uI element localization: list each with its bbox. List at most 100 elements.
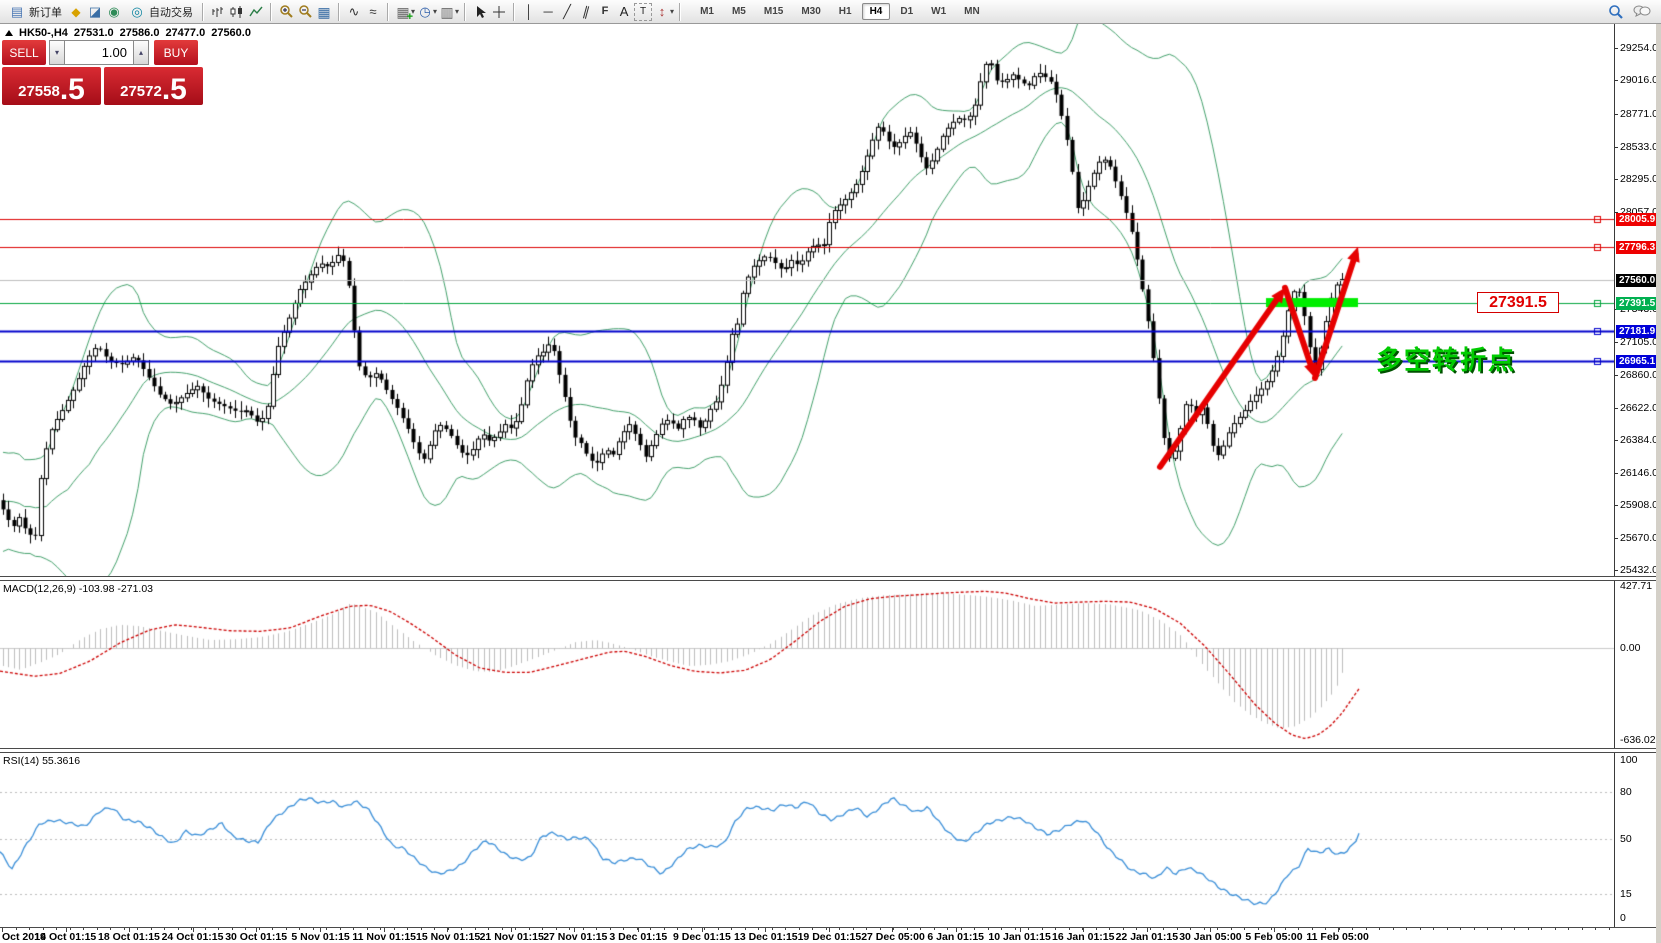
chevron-down-icon[interactable]: ▾ xyxy=(670,7,675,16)
timeframe-button-m15[interactable]: M15 xyxy=(763,6,784,17)
timeframe-button-w1[interactable]: W1 xyxy=(931,6,947,17)
price-tick-label: 26384.0 xyxy=(1620,434,1658,446)
arrows-tool-icon[interactable] xyxy=(653,3,671,21)
timeframe-button-m5[interactable]: M5 xyxy=(731,6,746,17)
price-chart-canvas[interactable] xyxy=(0,24,1614,576)
candlestick-chart-icon[interactable] xyxy=(228,3,246,21)
price-level-tag: 27181.9 xyxy=(1616,324,1657,338)
zoom-in-icon[interactable] xyxy=(277,3,295,21)
timeframe-button-m30[interactable]: M30 xyxy=(801,6,821,17)
search-icon[interactable] xyxy=(1607,3,1625,21)
ohlc-low: 27477.0 xyxy=(165,27,206,39)
market-watch-icon[interactable] xyxy=(86,3,104,21)
cursor-icon[interactable] xyxy=(471,3,489,21)
terminal-icon xyxy=(128,3,146,21)
date-major-tick xyxy=(320,928,321,932)
date-minor-tick xyxy=(718,928,719,930)
tile-windows-icon[interactable] xyxy=(315,3,333,21)
crosshair-icon[interactable] xyxy=(490,3,508,21)
zoom-out-icon[interactable] xyxy=(296,3,314,21)
profiles-clock-icon[interactable] xyxy=(416,3,434,21)
date-minor-tick xyxy=(1190,928,1191,930)
date-minor-tick xyxy=(826,928,827,930)
trendline-tool-icon[interactable] xyxy=(558,3,576,21)
macd-pane-canvas[interactable] xyxy=(0,581,1614,748)
date-axis[interactable]: Oct 2019 14 Oct 01:15 18 Oct 01:15 24 Oct 0… xyxy=(0,927,1661,943)
timeframe-button-m1[interactable]: M1 xyxy=(700,6,714,17)
autotrading-button[interactable]: 自动交易 xyxy=(124,2,197,22)
label-tool-icon[interactable]: T xyxy=(634,2,653,21)
sell-button[interactable]: SELL xyxy=(2,40,46,65)
date-major-tick xyxy=(892,928,893,932)
date-minor-tick xyxy=(1420,928,1421,930)
date-minor-tick xyxy=(448,928,449,930)
vertical-line-tool-icon[interactable] xyxy=(520,3,538,21)
timeframe-button-h1[interactable]: H1 xyxy=(838,6,852,17)
date-minor-tick xyxy=(367,928,368,930)
autotrading-label: 自动交易 xyxy=(149,6,193,19)
chart-header: HK50-,H4 27531.0 27586.0 27477.0 27560.0 xyxy=(5,27,251,39)
date-label: 30 Oct 01:15 xyxy=(225,931,288,943)
date-minor-tick xyxy=(664,928,665,930)
date-minor-tick xyxy=(1082,928,1083,930)
date-minor-tick xyxy=(1055,928,1056,930)
price-axis[interactable]: 29254.029016.028771.028533.028295.028057… xyxy=(1614,24,1658,927)
pane-splitter[interactable] xyxy=(0,748,1661,753)
date-minor-tick xyxy=(1501,928,1502,930)
date-minor-tick xyxy=(623,928,624,930)
date-minor-tick xyxy=(380,928,381,930)
rsi-pane-canvas[interactable] xyxy=(0,753,1614,927)
date-label: 5 Feb 05:00 xyxy=(1245,931,1303,943)
price-callout[interactable]: 27391.5 xyxy=(1477,292,1559,313)
date-major-tick xyxy=(956,928,957,932)
sell-price-panel[interactable]: 27558 .5 xyxy=(2,67,101,105)
toolbar-separator xyxy=(513,2,516,21)
pane-splitter[interactable] xyxy=(0,576,1661,581)
navigator-icon[interactable] xyxy=(105,3,123,21)
volume-input[interactable]: 1.00 xyxy=(65,40,133,65)
date-minor-tick xyxy=(637,928,638,930)
indicators-add-icon[interactable] xyxy=(394,3,413,23)
date-minor-tick xyxy=(1244,928,1245,930)
date-major-tick xyxy=(193,928,194,932)
timeframe-button-h4[interactable]: H4 xyxy=(861,3,891,20)
bar-chart-icon[interactable] xyxy=(209,3,227,21)
symbol-timeframe: HK50-,H4 xyxy=(19,27,68,39)
date-minor-tick xyxy=(434,928,435,930)
date-major-tick xyxy=(384,928,385,932)
chevron-down-icon[interactable]: ▾ xyxy=(455,7,460,16)
date-minor-tick xyxy=(853,928,854,930)
timeframe-button-d1[interactable]: D1 xyxy=(900,6,914,17)
date-minor-tick xyxy=(1015,928,1016,930)
buy-button[interactable]: BUY xyxy=(154,40,198,65)
volume-increase-button[interactable]: ▴ xyxy=(133,40,149,65)
date-label: 18 Oct 01:15 xyxy=(98,931,160,943)
price-tickmark xyxy=(1615,440,1618,441)
auto-scroll-icon[interactable] xyxy=(364,3,382,21)
chevron-down-icon[interactable]: ▾ xyxy=(433,7,438,16)
buy-price-fraction: .5 xyxy=(161,73,187,106)
chart-shift-icon[interactable] xyxy=(345,3,363,21)
line-chart-icon[interactable] xyxy=(247,3,265,21)
date-minor-tick xyxy=(407,928,408,930)
horizontal-line-tool-icon[interactable] xyxy=(539,3,557,21)
date-label: 22 Jan 01:15 xyxy=(1115,931,1179,943)
date-minor-tick xyxy=(1150,928,1151,930)
buy-price-panel[interactable]: 27572 .5 xyxy=(104,67,203,105)
text-tool-icon[interactable]: A xyxy=(619,4,629,19)
chat-icon[interactable] xyxy=(1633,3,1651,21)
channel-tool-icon[interactable] xyxy=(577,3,595,21)
timeframe-button-mn[interactable]: MN xyxy=(964,6,980,17)
new-order-button[interactable]: 新订单 xyxy=(4,2,66,22)
date-minor-tick xyxy=(1177,928,1178,930)
date-minor-tick xyxy=(1406,928,1407,930)
fibonacci-tool-icon[interactable] xyxy=(596,3,614,21)
date-minor-tick xyxy=(1204,928,1205,930)
date-minor-tick xyxy=(353,928,354,930)
templates-grid-icon[interactable] xyxy=(438,3,456,21)
chevron-down-icon[interactable]: ▾ xyxy=(411,7,416,16)
date-minor-tick xyxy=(97,928,98,930)
ohlc-close: 27560.0 xyxy=(211,27,251,39)
volume-decrease-button[interactable]: ▾ xyxy=(49,40,65,65)
quotes-icon[interactable] xyxy=(67,3,85,21)
